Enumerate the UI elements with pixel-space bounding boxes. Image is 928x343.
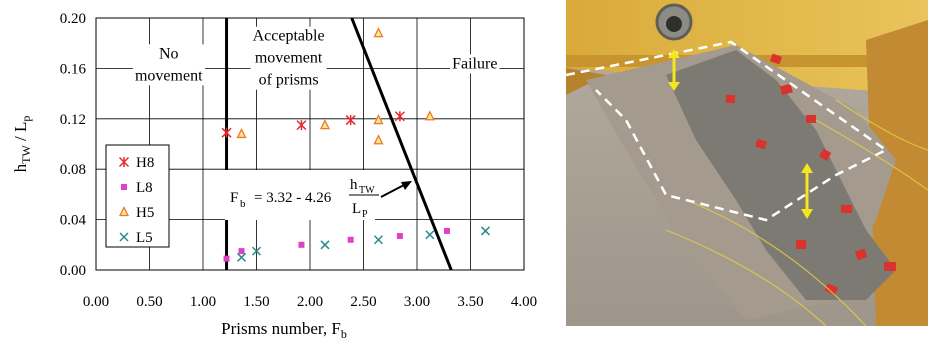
data-point-h8 <box>345 115 356 126</box>
data-point-h8 <box>394 111 405 122</box>
data-point-h8 <box>296 120 307 131</box>
equation-lhs: F <box>230 190 238 206</box>
legend-marker-h5 <box>118 206 130 217</box>
data-point-h8 <box>221 127 232 138</box>
region-label: Acceptable movement of prisms <box>253 28 325 89</box>
legend-label: L5 <box>136 230 153 246</box>
chart: 0.00 0.04 0.08 0.12 0.16 0.20 0.00 0.50 1.00 1.50… <box>11 11 537 341</box>
equation-arrow <box>380 184 405 198</box>
right-wood-wall <box>866 20 928 326</box>
legend-label: L8 <box>136 180 153 196</box>
equation-denominator-sub: P <box>362 209 368 220</box>
x-tick-label: 2.50 <box>350 294 376 310</box>
equation-annotation: F b = 3.32 - 4.26 h TW L P <box>225 170 412 220</box>
boundary-lines <box>225 17 453 271</box>
flume-photo <box>566 0 928 326</box>
x-tick-label: 3.00 <box>404 294 430 310</box>
yellow-strings <box>665 99 928 326</box>
data-point-l8 <box>443 227 450 234</box>
y-tick-label: 0.20 <box>60 11 86 27</box>
data-point-h5 <box>373 27 384 38</box>
data-point-l8 <box>223 255 230 262</box>
y-tick-label: 0.08 <box>60 162 86 178</box>
region-label-background <box>132 44 206 86</box>
x-axis-label-sub: b <box>341 327 347 341</box>
x-axis-label-main: Prisms number, F <box>221 319 341 338</box>
y-tick-label: 0.04 <box>60 213 87 229</box>
dashed-outline <box>566 40 889 222</box>
data-point-l5 <box>320 240 330 250</box>
region-label-background <box>450 54 500 74</box>
data-point-l5 <box>251 246 262 256</box>
tick-labels: 0.00 0.04 0.08 0.12 0.16 0.20 0.00 0.50 1.00 1.50… <box>60 11 537 310</box>
equation-numerator-sub: TW <box>359 185 375 196</box>
x-tick-label: 3.50 <box>457 294 483 310</box>
x-tick-label: 2.00 <box>297 294 323 310</box>
data-point-h5 <box>373 134 384 145</box>
plot-area-frame <box>95 17 525 271</box>
y-tick-label: 0.00 <box>60 263 86 279</box>
legend-label: H8 <box>136 155 154 171</box>
data-point-h5 <box>424 110 435 121</box>
x-tick-label: 1.00 <box>190 294 216 310</box>
yellow-arrow-bottom-head-down <box>801 209 813 219</box>
equation-lhs-sub: b <box>240 198 246 210</box>
y-tick-label: 0.16 <box>60 61 87 77</box>
x-tick-label: 4.00 <box>511 294 537 310</box>
legend-marker-h8 <box>118 156 130 168</box>
legend-box <box>105 144 170 248</box>
yellow-arrow-top-head-up <box>668 49 680 58</box>
left-wood-wall <box>566 68 606 95</box>
boundary-line <box>350 17 453 271</box>
pipe-opening <box>666 16 682 32</box>
region-label-background <box>250 26 327 90</box>
data-point-l5 <box>236 252 247 262</box>
region-label: Failure <box>452 55 497 72</box>
data-point-l5 <box>480 226 491 236</box>
equation-numerator: h <box>350 177 358 193</box>
x-tick-label: 0.50 <box>136 294 162 310</box>
legend: H8 L8 H5 L5 <box>105 144 170 248</box>
data-point-l8 <box>298 241 305 248</box>
data-point-l8 <box>238 248 245 255</box>
data-point-h5 <box>236 127 247 139</box>
y-axis-label-mid: / L <box>11 122 30 146</box>
y-axis-label: hTW / Lp <box>11 116 33 173</box>
x-axis-label: Prisms number, Fb <box>221 319 347 341</box>
y-tick-label: 0.12 <box>60 112 86 128</box>
equation-denominator: L <box>352 201 361 217</box>
yellow-arrow-bottom-head-up <box>801 163 813 173</box>
equation-text: = 3.32 - 4.26 <box>254 190 332 206</box>
data-point-l8 <box>396 232 403 239</box>
y-axis-label-main: h <box>11 163 30 172</box>
y-axis-label-sub2: p <box>19 116 33 122</box>
x-tick-label: 0.00 <box>83 294 109 310</box>
data-point-l5 <box>373 235 384 245</box>
prism-pile <box>666 50 896 300</box>
data-point-l5 <box>425 230 435 240</box>
data-point-h5 <box>373 114 384 125</box>
legend-label: H5 <box>136 205 154 221</box>
y-axis-label-sub1: TW <box>19 145 33 164</box>
data-point-l8 <box>347 236 354 243</box>
legend-marker-l8 <box>121 184 127 190</box>
data-point-h5 <box>319 119 331 130</box>
equation-arrowhead <box>401 181 412 190</box>
data-points <box>221 27 491 262</box>
legend-marker-l5 <box>119 232 129 242</box>
region-labels: No movement Acceptable movement of prisms Fai… <box>132 26 500 90</box>
red-prisms <box>726 53 896 296</box>
yellow-arrow-top-head-down <box>668 82 680 91</box>
x-tick-label: 1.50 <box>243 294 269 310</box>
region-label: No movement <box>135 45 203 84</box>
